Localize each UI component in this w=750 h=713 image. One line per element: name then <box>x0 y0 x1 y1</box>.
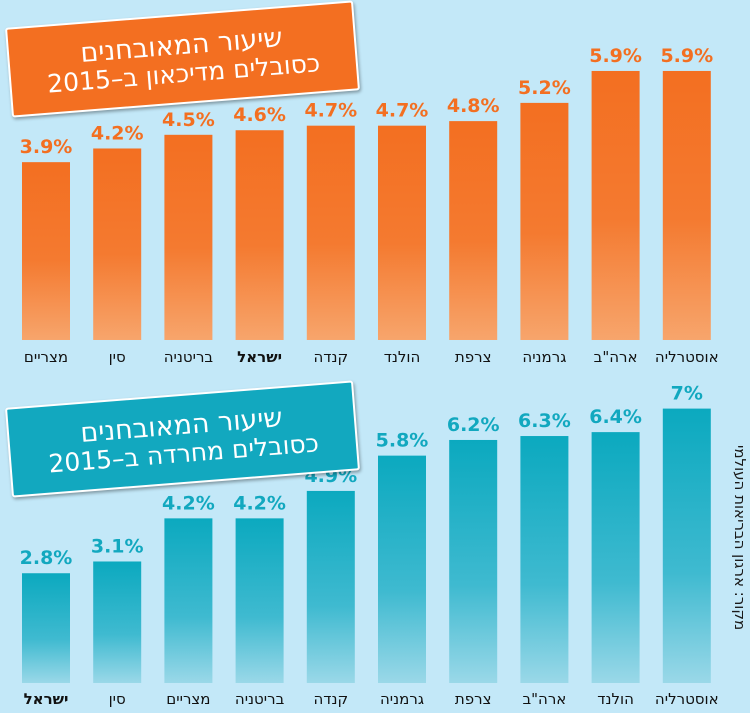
depression-category-label: סין <box>109 348 126 366</box>
depression-bar <box>164 134 213 340</box>
anxiety-category-label: מצריים <box>166 690 210 708</box>
depression-bar <box>520 102 569 340</box>
depression-bar <box>591 70 640 341</box>
anxiety-value-label: 2.8% <box>20 547 73 569</box>
depression-category-label: קנדה <box>313 348 348 366</box>
anxiety-bar <box>449 439 498 683</box>
depression-value-label: 5.2% <box>518 77 571 99</box>
anxiety-category-label: הולנד <box>597 690 634 708</box>
anxiety-category-label: ארה"ב <box>522 690 566 708</box>
depression-value-label: 4.5% <box>162 109 215 131</box>
depression-category-label: הולנד <box>384 348 421 366</box>
depression-bar <box>378 125 426 341</box>
anxiety-category-label: אוסטרליה <box>655 690 719 708</box>
anxiety-value-label: 7% <box>671 383 703 405</box>
anxiety-value-label: 6.2% <box>447 414 500 436</box>
anxiety-value-label: 4.2% <box>233 492 286 514</box>
depression-bar <box>306 125 355 341</box>
anxiety-value-label: 5.8% <box>376 430 429 452</box>
depression-value-label: 5.9% <box>660 45 713 67</box>
anxiety-category-label: גרמניה <box>380 690 424 708</box>
depression-bar <box>93 148 142 340</box>
depression-category-label: אוסטרליה <box>655 348 719 366</box>
depression-bar <box>22 162 70 340</box>
depression-category-label: מצריים <box>24 348 68 366</box>
depression-category-label: ארה"ב <box>594 348 638 366</box>
anxiety-category-label: קנדה <box>313 690 348 708</box>
anxiety-category-label: ישראל <box>24 690 69 708</box>
depression-value-label: 4.6% <box>233 104 286 126</box>
depression-category-label: צרפת <box>455 348 492 366</box>
anxiety-value-label: 6.4% <box>589 406 642 428</box>
anxiety-category-label: צרפת <box>455 690 492 708</box>
anxiety-chart: 2.8%ישראל3.1%סין4.2%מצריים4.2%בריטניה4.9… <box>20 383 719 708</box>
depression-category-label: בריטניה <box>164 348 214 366</box>
anxiety-bar <box>164 518 213 683</box>
depression-bar <box>449 121 498 341</box>
anxiety-category-label: סין <box>109 690 126 708</box>
anxiety-bar <box>378 455 426 683</box>
depression-value-label: 4.2% <box>91 122 144 144</box>
depression-bar <box>662 70 711 341</box>
depression-chart: 3.9% מצריים 4.2% סין 4.5% בריטניה 4.6% ישראל 4.7… <box>20 45 719 366</box>
depression-value-label: 3.9% <box>20 136 73 158</box>
depression-value-label: 5.9% <box>589 45 642 67</box>
anxiety-bar <box>93 561 142 683</box>
depression-value-label: 4.7% <box>376 100 429 122</box>
depression-category-label: גרמניה <box>522 348 566 366</box>
anxiety-bar <box>22 573 70 683</box>
anxiety-value-label: 4.2% <box>162 492 215 514</box>
anxiety-value-label: 6.3% <box>518 410 571 432</box>
anxiety-category-label: בריטניה <box>235 690 285 708</box>
anxiety-bar <box>306 490 355 683</box>
depression-bar <box>235 130 284 340</box>
anxiety-bar <box>591 432 640 683</box>
source-note: מקור: ארגון הבריאות העולמי <box>731 445 749 631</box>
anxiety-value-label: 3.1% <box>91 535 144 557</box>
depression-category-label: ישראל <box>237 348 282 366</box>
anxiety-bar <box>662 408 711 683</box>
depression-value-label: 4.8% <box>447 95 500 117</box>
depression-value-label: 4.7% <box>304 100 357 122</box>
anxiety-bar <box>235 518 284 683</box>
anxiety-bar <box>520 436 569 683</box>
